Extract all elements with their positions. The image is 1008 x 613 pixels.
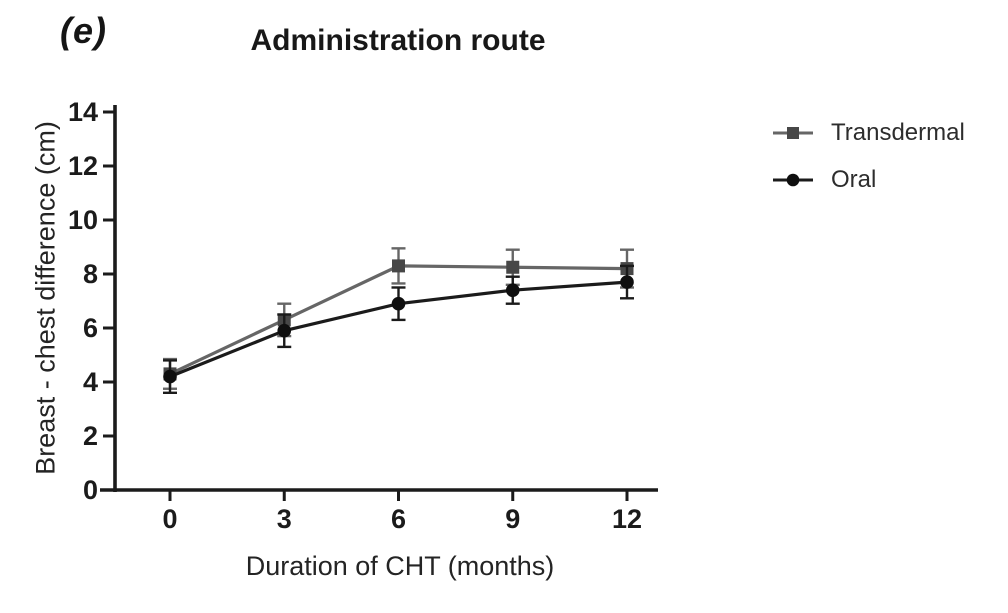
legend-label: Transdermal [831,119,965,146]
panel-label: (e) [60,10,107,51]
circle-marker [163,369,177,384]
chart-title: Administration route [250,24,546,57]
x-tick-label: 9 [505,504,521,534]
y-tick-label: 4 [82,367,98,397]
legend-item-oral: Oral [772,166,965,193]
y-tick-label: 2 [82,421,98,451]
square-marker [392,259,405,273]
square-marker-icon [773,127,813,139]
square-marker [506,260,520,274]
x-tick-label: 0 [162,504,178,534]
circle-marker-icon [773,173,813,187]
circle-marker [277,323,292,338]
x-tick-label: 6 [390,504,407,534]
y-tick-label: 14 [67,97,98,127]
circle-marker [505,283,520,298]
legend: Transdermal Oral [772,119,965,214]
x-axis-label: Duration of CHT (months) [245,551,555,581]
x-tick-label: 3 [276,504,292,534]
circle-marker [391,296,406,311]
legend-item-transdermal: Transdermal [772,119,965,146]
y-tick-label: 6 [82,313,98,343]
y-tick-label: 10 [67,205,98,235]
y-tick-label: 8 [82,259,98,289]
y-tick-label: 12 [67,151,98,181]
x-tick-label: 12 [611,504,643,534]
circle-marker [620,275,634,289]
legend-label: Oral [831,166,877,193]
y-tick-label: 0 [82,475,98,505]
